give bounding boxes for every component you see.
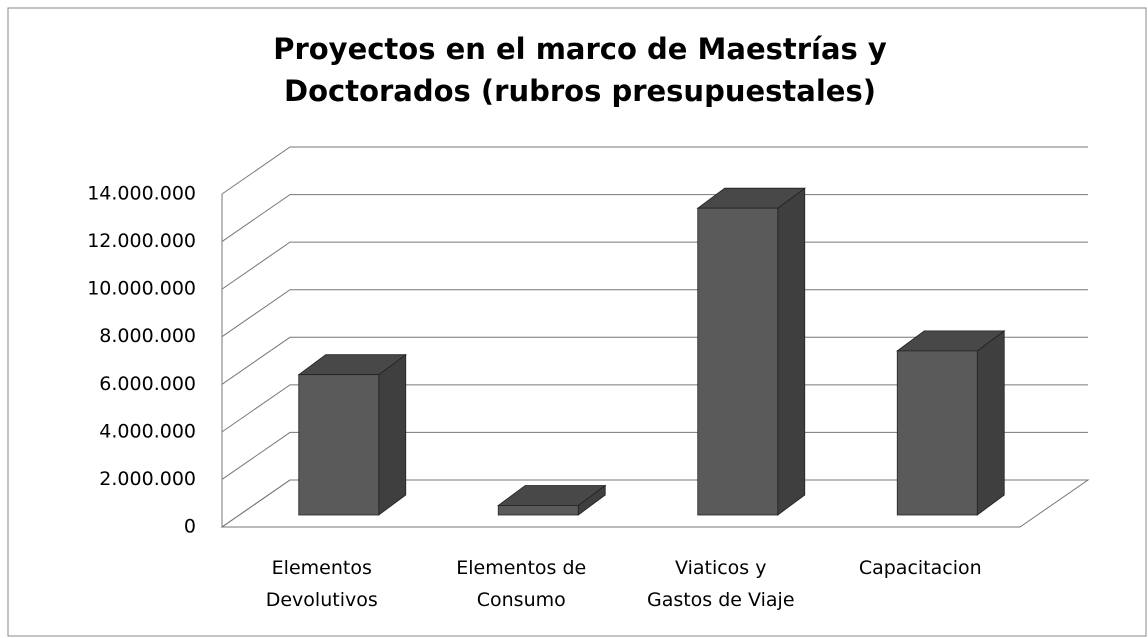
grid-line bbox=[221, 336, 1088, 385]
x-tick-label: Viaticos y Gastos de Viaje bbox=[646, 557, 795, 611]
y-tick-label: 12.000.000 bbox=[87, 230, 196, 252]
grid-line bbox=[221, 479, 1088, 528]
y-tick-label: 14.000.000 bbox=[87, 183, 196, 205]
y-tick-label: 2.000.000 bbox=[99, 468, 196, 490]
bar bbox=[298, 374, 380, 516]
bar-side bbox=[777, 187, 806, 516]
y-tick-label: 8.000.000 bbox=[99, 325, 196, 347]
chart-border bbox=[7, 7, 1147, 637]
bar-side bbox=[976, 330, 1005, 516]
x-tick-label: Elementos Devolutivos bbox=[265, 557, 378, 611]
x-tick-label: Elementos de Consumo bbox=[456, 557, 587, 611]
grid-line bbox=[221, 241, 1088, 290]
y-tick-label: 10.000.000 bbox=[87, 278, 196, 300]
bar bbox=[697, 207, 779, 516]
grid-line bbox=[221, 431, 1088, 480]
y-tick-label: 4.000.000 bbox=[99, 420, 196, 442]
chart-title: Proyectos en el marco de Maestrías y Doc… bbox=[273, 32, 887, 108]
y-tick-label: 0 bbox=[184, 516, 196, 538]
x-tick-label: Capacitacion bbox=[858, 557, 982, 579]
grid-line bbox=[221, 146, 1088, 195]
bar-side bbox=[378, 353, 407, 516]
grid-line bbox=[221, 289, 1088, 338]
bar bbox=[896, 350, 978, 516]
grid-line bbox=[221, 384, 1088, 433]
bar bbox=[497, 505, 579, 516]
grid-line bbox=[221, 194, 1088, 242]
y-tick-label: 6.000.000 bbox=[99, 373, 196, 395]
